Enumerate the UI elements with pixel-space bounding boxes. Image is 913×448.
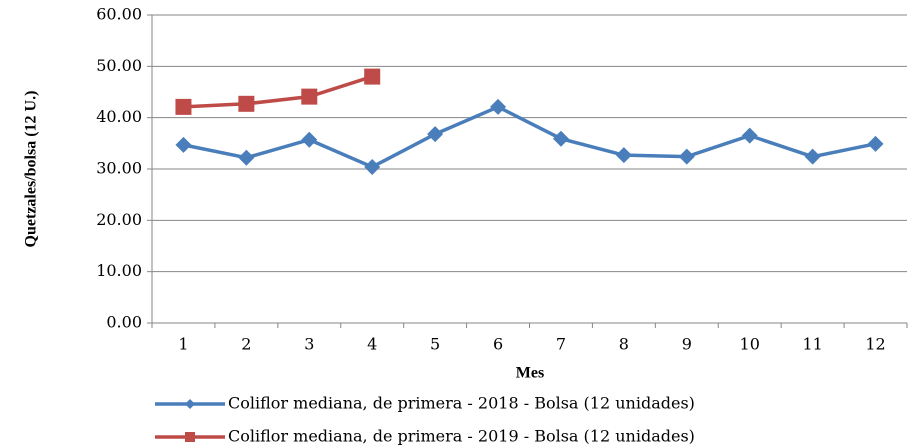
y-tick-label: 60.00 — [96, 5, 142, 24]
marker — [741, 127, 758, 144]
legend-label: Coliflor mediana, de primera - 2019 - Bo… — [228, 427, 695, 446]
x-axis-title: Mes — [516, 365, 544, 382]
y-tick-label: 30.00 — [96, 159, 142, 178]
marker — [175, 136, 192, 153]
legend-marker — [185, 432, 195, 442]
x-tick-label: 9 — [682, 335, 692, 354]
marker — [615, 147, 632, 164]
marker — [427, 126, 444, 143]
marker — [238, 95, 255, 112]
y-tick-label: 10.00 — [96, 261, 142, 280]
legend-marker — [185, 399, 195, 409]
x-tick-label: 10 — [740, 335, 760, 354]
x-tick-label: 7 — [556, 335, 566, 354]
marker — [301, 88, 318, 105]
x-tick-label: 3 — [304, 335, 314, 354]
marker — [301, 131, 318, 148]
marker — [678, 148, 695, 165]
x-tick-label: 6 — [493, 335, 503, 354]
marker — [364, 158, 381, 175]
marker — [552, 130, 569, 147]
marker — [804, 148, 821, 165]
marker — [238, 149, 255, 166]
x-tick-label: 11 — [802, 335, 822, 354]
x-tick-label: 12 — [865, 335, 885, 354]
x-tick-label: 2 — [241, 335, 251, 354]
x-tick-label: 4 — [367, 335, 377, 354]
series-line — [183, 104, 876, 169]
y-axis-title: Quetzales/bolsa (12 U.) — [23, 91, 40, 248]
marker — [175, 98, 192, 115]
marker — [490, 98, 507, 115]
series-line — [183, 74, 373, 109]
x-tick-label: 1 — [178, 335, 188, 354]
marker — [364, 68, 381, 85]
y-tick-label: 50.00 — [96, 56, 142, 75]
x-tick-label: 5 — [430, 335, 440, 354]
marker — [867, 135, 884, 152]
y-tick-label: 40.00 — [96, 107, 142, 126]
y-tick-label: 20.00 — [96, 210, 142, 229]
x-tick-label: 8 — [619, 335, 629, 354]
legend-label: Coliflor mediana, de primera - 2018 - Bo… — [228, 394, 695, 413]
y-tick-label: 0.00 — [106, 313, 142, 332]
